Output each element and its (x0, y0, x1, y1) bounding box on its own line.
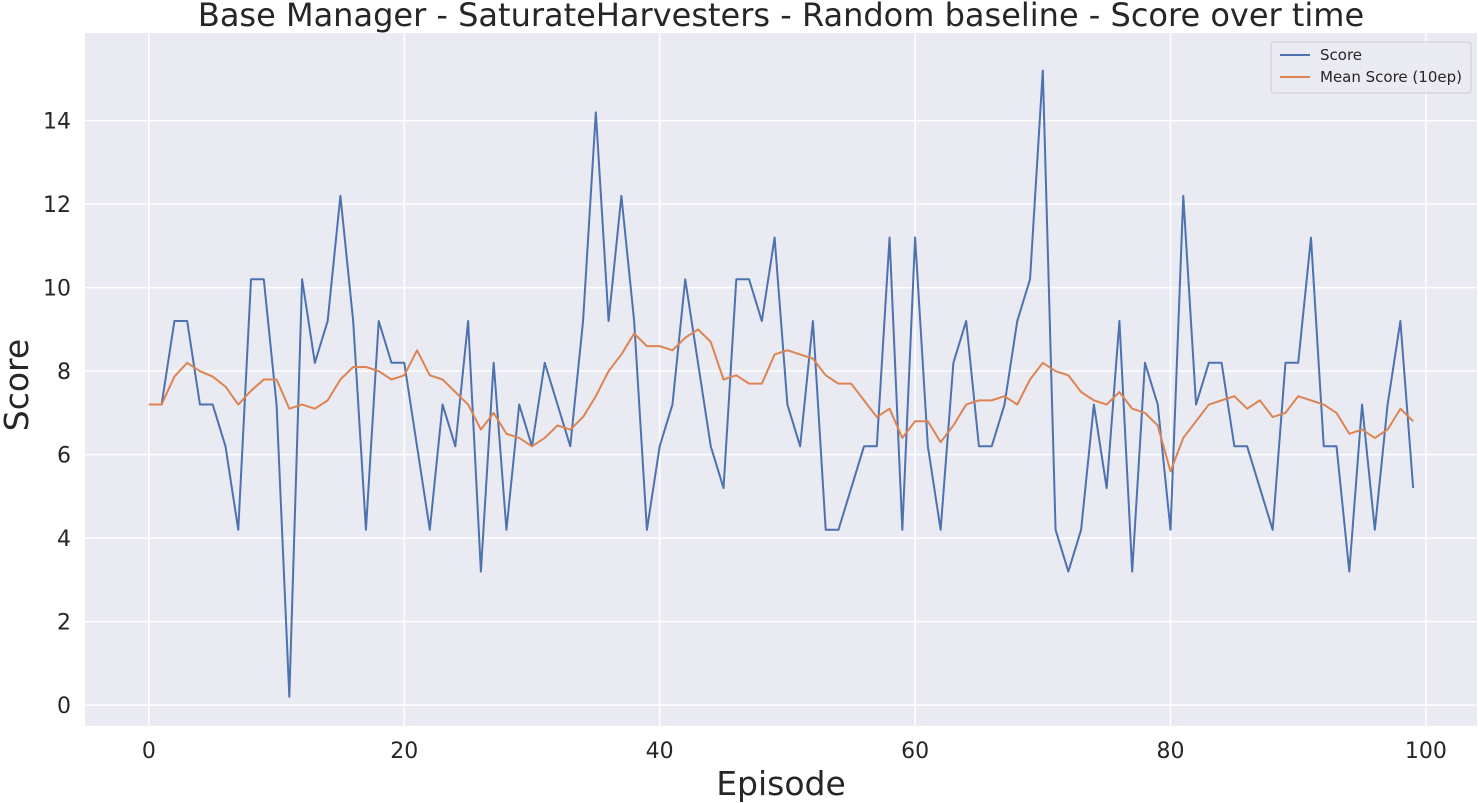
x-tick-label: 60 (901, 739, 929, 764)
tick-labels: 0 20 40 60 80 100 0 2 4 6 8 10 12 14 (43, 110, 1447, 764)
series-lines (148, 69, 1415, 698)
y-tick-label: 6 (57, 444, 71, 469)
y-axis-label: Score (0, 339, 36, 431)
y-tick-label: 0 (57, 694, 71, 719)
series-line-score (148, 69, 1415, 698)
legend-label-score: Score (1320, 46, 1362, 64)
y-tick-label: 8 (57, 360, 71, 385)
plot-area (85, 33, 1477, 726)
series-line-mean-score (148, 328, 1414, 473)
y-tick-label: 2 (57, 611, 71, 636)
x-tick-label: 0 (142, 739, 156, 764)
x-tick-label: 40 (646, 739, 674, 764)
y-tick-label: 12 (43, 193, 71, 218)
x-tick-label: 100 (1405, 739, 1447, 764)
x-tick-label: 80 (1157, 739, 1185, 764)
y-tick-label: 14 (43, 110, 71, 135)
legend: Score Mean Score (10ep) (1270, 41, 1472, 94)
y-tick-label: 10 (43, 277, 71, 302)
chart-title: Base Manager - SaturateHarvesters - Rand… (198, 0, 1364, 34)
x-axis-label: Episode (716, 764, 846, 803)
y-tick-label: 4 (57, 527, 71, 552)
legend-box (1270, 41, 1472, 94)
gridlines (85, 33, 1477, 726)
legend-label-mean-score: Mean Score (10ep) (1320, 68, 1462, 86)
x-tick-label: 20 (390, 739, 418, 764)
